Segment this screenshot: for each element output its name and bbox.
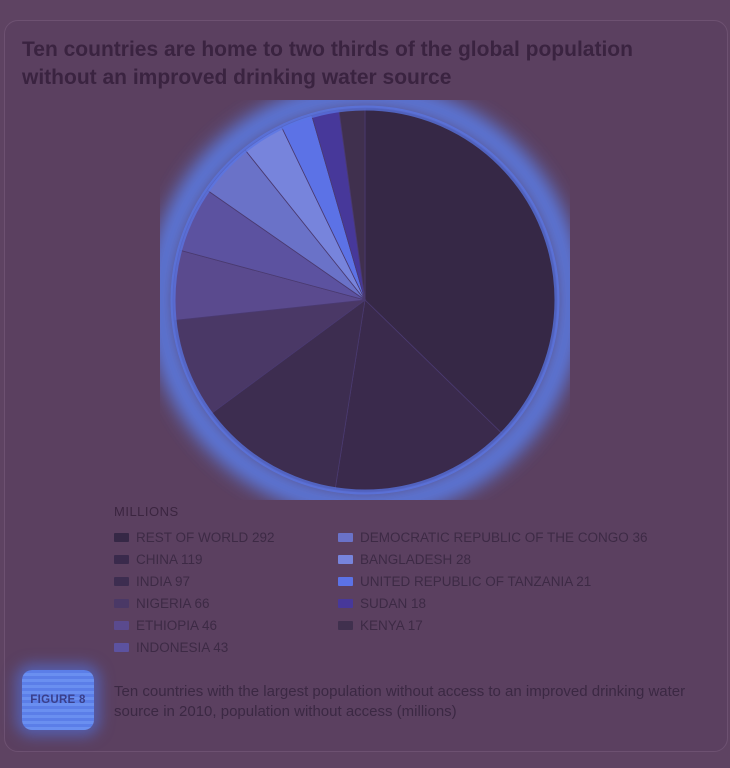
legend-header: MILLIONS — [114, 504, 179, 519]
legend-label: DEMOCRATIC REPUBLIC OF THE CONGO 36 — [360, 529, 648, 545]
legend-label: UNITED REPUBLIC OF TANZANIA 21 — [360, 573, 592, 589]
pie-chart — [160, 100, 570, 500]
legend-swatch — [338, 554, 353, 564]
legend-item: KENYA 17 — [338, 614, 648, 636]
legend-swatch — [114, 642, 129, 652]
legend-label: SUDAN 18 — [360, 595, 427, 611]
legend-swatch — [338, 598, 353, 608]
legend-swatch — [338, 620, 353, 630]
legend-item: ETHIOPIA 46 — [114, 614, 275, 636]
legend-label: INDIA 97 — [136, 573, 191, 589]
legend-item: CHINA 119 — [114, 548, 275, 570]
legend-item: DEMOCRATIC REPUBLIC OF THE CONGO 36 — [338, 526, 648, 548]
legend-swatch — [338, 576, 353, 586]
legend-item: INDIA 97 — [114, 570, 275, 592]
legend-label: KENYA 17 — [360, 617, 423, 633]
legend-swatch — [114, 598, 129, 608]
legend-item: UNITED REPUBLIC OF TANZANIA 21 — [338, 570, 648, 592]
pie-outline — [170, 105, 560, 495]
legend-item: NIGERIA 66 — [114, 592, 275, 614]
legend-label: NIGERIA 66 — [136, 595, 210, 611]
legend-swatch — [114, 532, 129, 542]
figure-badge: FIGURE 8 — [22, 670, 94, 730]
legend-label: ETHIOPIA 46 — [136, 617, 218, 633]
legend-right-column: DEMOCRATIC REPUBLIC OF THE CONGO 36 BANG… — [338, 526, 648, 636]
chart-title: Ten countries are home to two thirds of … — [22, 38, 633, 89]
legend-item: BANGLADESH 28 — [338, 548, 648, 570]
legend-left-column: REST OF WORLD 292 CHINA 119 INDIA 97 NIG… — [114, 526, 275, 658]
legend-swatch — [114, 576, 129, 586]
figure-caption: Ten countries with the largest populatio… — [114, 683, 686, 720]
pie-glow-ring — [160, 100, 570, 500]
legend-label: REST OF WORLD 292 — [136, 529, 275, 545]
legend-label: BANGLADESH 28 — [360, 551, 472, 567]
legend-label: CHINA 119 — [136, 551, 203, 567]
legend-item: SUDAN 18 — [338, 592, 648, 614]
legend-item: INDONESIA 43 — [114, 636, 275, 658]
legend-swatch — [114, 620, 129, 630]
legend-swatch — [338, 532, 353, 542]
legend-label: INDONESIA 43 — [136, 639, 229, 655]
legend-swatch — [114, 554, 129, 564]
legend-item: REST OF WORLD 292 — [114, 526, 275, 548]
